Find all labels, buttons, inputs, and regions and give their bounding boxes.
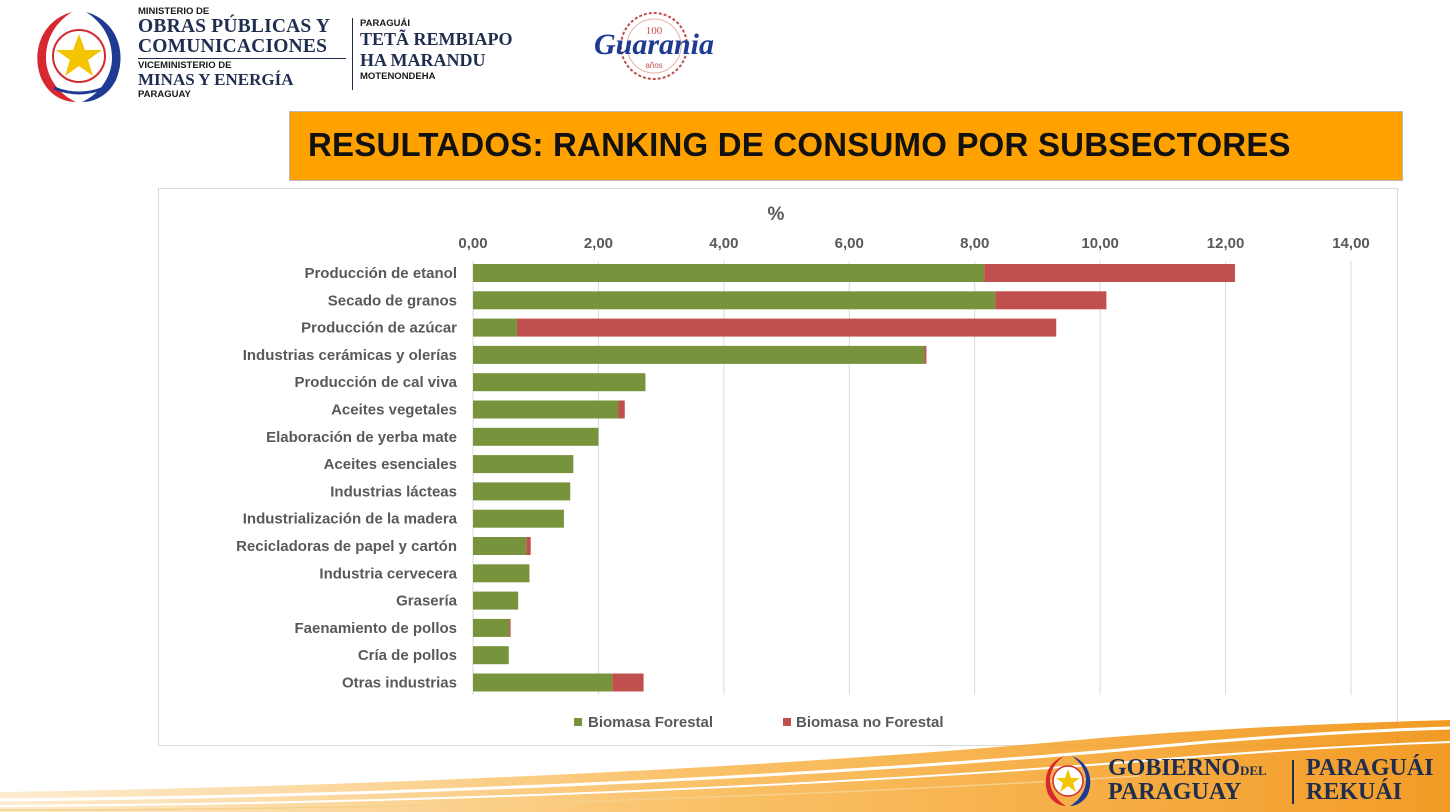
paraguay-emblem-small-icon (1045, 756, 1091, 806)
category-label: Grasería (396, 593, 458, 610)
paraguay-emblem-icon (37, 12, 121, 102)
bar-biomasa-forestal (473, 482, 571, 501)
category-label: Secado de granos (328, 292, 457, 309)
bar-biomasa-forestal (473, 537, 527, 555)
chart-panel: 0,00 2,00 4,00 6,00 8,00 10,00 12,00 14,00 Produ… (158, 188, 1398, 746)
x-tick-label: 0,00 (458, 235, 487, 252)
x-tick-label: 12,00 (1207, 235, 1245, 252)
gov-separator (1292, 760, 1294, 804)
chart-title: % (768, 204, 785, 225)
chart-legend: Biomasa Forestal Biomasa no Forestal (574, 714, 944, 731)
tete-line2: TETÃ REMBIAPO (360, 29, 513, 49)
bar-biomasa-no-forestal (924, 345, 927, 364)
tete-line3: HA MARANDU (360, 50, 486, 70)
bar-biomasa-forestal (473, 291, 996, 310)
bar-biomasa-forestal (473, 455, 574, 474)
category-label: Elaboración de yerba mate (266, 429, 457, 446)
category-label: Cría de pollos (358, 647, 457, 664)
bar-biomasa-forestal (473, 427, 599, 446)
category-label: Faenamiento de pollos (294, 620, 457, 637)
gobierno-text: GOBIERNO (1108, 755, 1241, 781)
bar-biomasa-forestal (473, 618, 510, 637)
title-banner: RESULTADOS: RANKING DE CONSUMO POR SUBSE… (289, 111, 1403, 181)
tete-line1: PARAGUÁI (360, 18, 410, 29)
bar-biomasa-forestal (473, 400, 619, 419)
header-separator (352, 18, 353, 90)
category-label: Industrialización de la madera (243, 511, 458, 528)
tete-line4: MOTENONDEHA (360, 71, 436, 82)
del-text: DEL (1240, 763, 1267, 778)
category-label: Industria cervecera (319, 565, 457, 582)
legend-swatch-no-forestal (783, 718, 791, 726)
bar-biomasa-no-forestal (984, 264, 1235, 282)
bar-biomasa-no-forestal (526, 537, 531, 555)
mopc-logo: MINISTERIO DE OBRAS PÚBLICAS Y COMUNICAC… (24, 6, 364, 104)
category-label: Aceites esenciales (324, 456, 457, 473)
guarania-word: Guarania (594, 28, 714, 61)
mopc-line3: COMUNICACIONES (138, 36, 328, 57)
bar-biomasa-forestal (473, 564, 530, 583)
ranking-bar-chart: 0,00 2,00 4,00 6,00 8,00 10,00 12,00 14,00 Produ… (236, 204, 1370, 731)
page-title: RESULTADOS: RANKING DE CONSUMO POR SUBSE… (308, 126, 1291, 163)
mopc-divider (138, 58, 346, 59)
mopc-line5: MINAS Y ENERGÍA (138, 70, 294, 89)
mopc-line2: OBRAS PÚBLICAS Y (138, 16, 331, 37)
category-label: Recicladoras de papel y cartón (236, 538, 457, 555)
paraguai-text: PARAGUÁI (1306, 755, 1434, 781)
bar-biomasa-forestal (473, 673, 613, 692)
mopc-text-block: MINISTERIO DE OBRAS PÚBLICAS Y COMUNICAC… (138, 6, 363, 100)
paraguay-text: PARAGUAY (1108, 779, 1242, 805)
x-tick-label: 8,00 (960, 235, 989, 252)
legend-swatch-forestal (574, 718, 582, 726)
x-tick-label: 10,00 (1081, 235, 1119, 252)
guarania-years: años (645, 61, 662, 70)
mopc-line1: MINISTERIO DE (138, 6, 210, 17)
bar-biomasa-forestal (473, 509, 564, 528)
category-label: Industrias cerámicas y olerías (243, 347, 457, 364)
gobierno-paraguay-logo: GOBIERNO DEL PARAGUAY PARAGUÁI REKUÁI (1040, 752, 1450, 810)
mopc-line4: VICEMINISTERIO DE (138, 60, 232, 71)
bar-biomasa-no-forestal (995, 291, 1107, 310)
bar-biomasa-forestal (473, 591, 519, 610)
bar-biomasa-forestal (473, 646, 509, 665)
bar-biomasa-forestal (473, 345, 925, 364)
bar-biomasa-no-forestal (516, 318, 1057, 337)
bar-biomasa-forestal (473, 318, 517, 337)
guarania-number: 100 (646, 25, 663, 37)
category-label: Industrias lácteas (330, 483, 457, 500)
bar-biomasa-no-forestal (509, 618, 511, 637)
category-label: Otras industrias (342, 675, 457, 692)
x-tick-label: 2,00 (584, 235, 613, 252)
legend-label-no-forestal: Biomasa no Forestal (796, 714, 944, 731)
x-tick-label: 14,00 (1332, 235, 1370, 252)
category-label: Producción de etanol (304, 265, 457, 282)
bar-biomasa-no-forestal (612, 673, 644, 692)
bar-biomasa-no-forestal (618, 400, 625, 419)
category-label: Aceites vegetales (331, 402, 457, 419)
tete-rembiapo-logo: PARAGUÁI TETÃ REMBIAPO HA MARANDU MOTENO… (360, 18, 560, 82)
x-tick-label: 6,00 (835, 235, 864, 252)
legend-label-forestal: Biomasa Forestal (588, 714, 713, 731)
mopc-line6: PARAGUAY (138, 89, 191, 100)
x-tick-label: 4,00 (709, 235, 738, 252)
bar-biomasa-forestal (473, 373, 646, 392)
category-label: Producción de azúcar (301, 320, 457, 337)
category-label: Producción de cal viva (294, 374, 457, 391)
guarania-100-logo: 100 Guarania años (594, 12, 714, 80)
bar-biomasa-forestal (473, 264, 985, 282)
rekuai-text: REKUÁI (1306, 779, 1403, 805)
